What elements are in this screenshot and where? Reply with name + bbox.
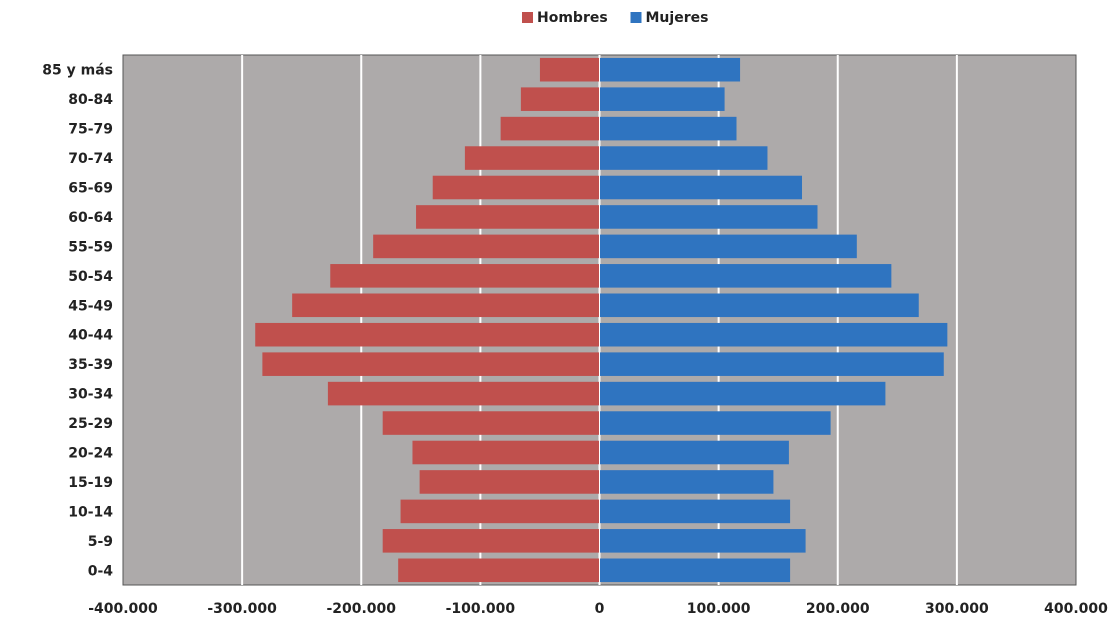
bar-mujeres-11 [599, 381, 886, 406]
bar-mujeres-4 [599, 175, 803, 200]
bar-mujeres-8 [599, 293, 919, 318]
x-tick-label: -400.000 [88, 601, 158, 617]
bar-mujeres-2 [599, 116, 737, 141]
bar-mujeres-3 [599, 146, 768, 170]
bar-hombres-7 [330, 264, 600, 288]
bar-hombres-13 [412, 440, 600, 465]
legend: Hombres Mujeres [522, 10, 708, 26]
bar-hombres-0 [539, 57, 600, 82]
bar-hombres-5 [416, 205, 600, 229]
bar-mujeres-9 [599, 322, 948, 347]
bar-hombres-16 [382, 529, 600, 553]
y-tick-label: 30-34 [68, 387, 113, 403]
y-tick-label: 60-64 [68, 210, 113, 226]
legend-label-hombres: Hombres [537, 10, 608, 26]
x-tick-label: 200.000 [806, 601, 870, 617]
bar-hombres-8 [292, 293, 600, 318]
bar-hombres-11 [327, 381, 600, 406]
bar-hombres-1 [520, 87, 600, 111]
bar-mujeres-13 [599, 440, 789, 465]
y-tick-label: 40-44 [68, 328, 113, 344]
bar-mujeres-14 [599, 470, 774, 494]
y-tick-label: 50-54 [68, 269, 113, 285]
gridlines [241, 55, 958, 585]
legend-swatch-mujeres [630, 12, 642, 23]
legend-swatch-hombres [522, 12, 533, 23]
y-tick-label: 45-49 [68, 298, 113, 314]
bar-mujeres-10 [599, 352, 944, 376]
x-tick-label: 100.000 [687, 601, 751, 617]
bar-hombres-3 [464, 146, 600, 170]
x-tick-label: -200.000 [326, 601, 396, 617]
y-tick-label: 55-59 [68, 239, 113, 255]
y-tick-label: 70-74 [68, 151, 113, 167]
bar-mujeres-15 [599, 499, 791, 524]
bar-mujeres-0 [599, 57, 741, 82]
x-tick-label: 400.000 [1044, 601, 1108, 617]
bar-hombres-2 [500, 116, 600, 141]
x-tick-label: 300.000 [925, 601, 989, 617]
y-tick-label: 80-84 [68, 92, 113, 108]
y-tick-label: 75-79 [68, 122, 113, 138]
bar-hombres-12 [382, 411, 600, 435]
bars [255, 55, 948, 585]
legend-label-mujeres: Mujeres [646, 10, 709, 26]
y-tick-label: 20-24 [68, 446, 113, 462]
bar-mujeres-5 [599, 205, 818, 229]
y-tick-label: 65-69 [68, 181, 113, 197]
y-tick-label: 5-9 [88, 534, 113, 550]
y-tick-label: 0-4 [88, 563, 114, 579]
bar-hombres-10 [262, 352, 600, 376]
x-tick-label: -300.000 [207, 601, 277, 617]
bar-hombres-9 [255, 322, 600, 347]
bar-hombres-14 [419, 470, 600, 494]
bar-mujeres-7 [599, 264, 892, 288]
x-tick-label: -100.000 [446, 601, 516, 617]
y-tick-label: 35-39 [68, 357, 113, 373]
y-axis-labels: 85 y más 80-84 75-79 70-74 65-69 60-64 55-59 50… [42, 63, 113, 580]
bar-hombres-15 [400, 499, 600, 524]
bar-mujeres-12 [599, 411, 831, 435]
y-tick-label: 85 y más [42, 63, 113, 79]
x-axis-labels: -400.000 -300.000 -200.000 -100.000 0 100.000… [88, 601, 1108, 617]
bar-hombres-17 [398, 558, 600, 583]
bar-mujeres-16 [599, 529, 806, 553]
bar-hombres-6 [373, 234, 600, 259]
x-tick-label: 0 [595, 601, 605, 617]
bar-mujeres-1 [599, 87, 725, 111]
y-tick-label: 25-29 [68, 416, 113, 432]
bar-mujeres-17 [599, 558, 791, 583]
y-tick-label: 15-19 [68, 475, 113, 491]
y-tick-label: 10-14 [68, 504, 113, 520]
bar-hombres-4 [432, 175, 600, 200]
bar-mujeres-6 [599, 234, 857, 259]
